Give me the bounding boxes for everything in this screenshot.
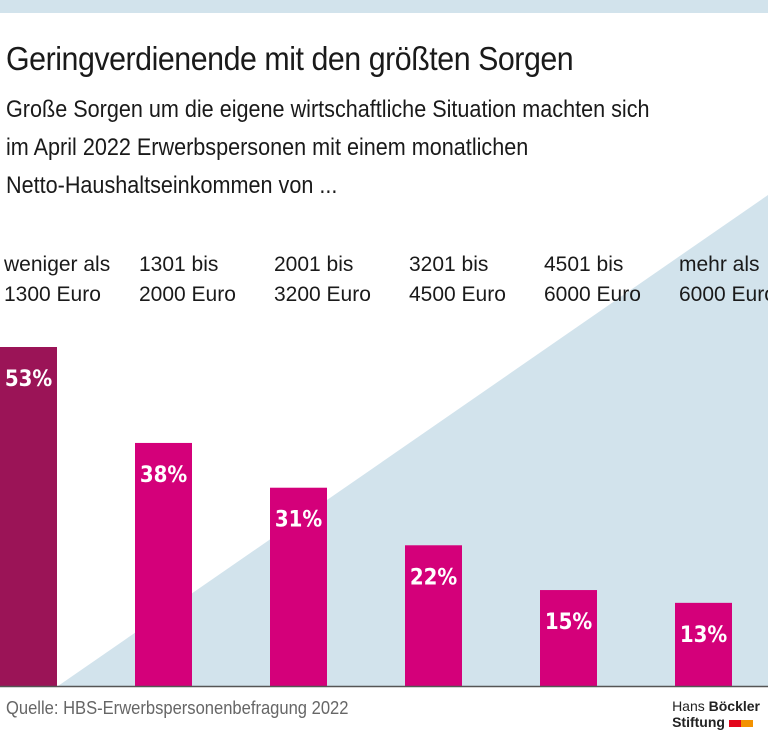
category-label-0-1: 1300 Euro bbox=[4, 283, 101, 306]
category-label-2-1: 3200 Euro bbox=[274, 283, 371, 306]
category-label-4-1: 6000 Euro bbox=[544, 283, 641, 306]
bar-2 bbox=[270, 487, 327, 686]
data-label-5: 13% bbox=[680, 623, 728, 648]
logo: Hans Böckler Stiftung bbox=[672, 698, 760, 730]
logo-red-mark bbox=[728, 719, 741, 727]
category-label-0-0: weniger als bbox=[3, 253, 110, 276]
source-note: Quelle: HBS-Erwerbspersonenbefragung 202… bbox=[6, 698, 349, 718]
background-triangle bbox=[58, 195, 768, 686]
subtitle-line-2: im April 2022 Erwerbspersonen mit einem … bbox=[6, 134, 529, 161]
category-label-5-0: mehr als bbox=[679, 253, 760, 276]
bar-1 bbox=[135, 442, 192, 686]
category-label-4-0: 4501 bis bbox=[544, 253, 623, 276]
category-label-1-1: 2000 Euro bbox=[139, 283, 236, 306]
data-label-3: 22% bbox=[410, 565, 458, 590]
data-label-1: 38% bbox=[140, 463, 188, 488]
subtitle-line-3: Netto-Haushaltseinkommen von ... bbox=[6, 172, 338, 199]
chart-title: Geringverdienende mit den größten Sorgen bbox=[6, 40, 574, 77]
logo-text-stiftung: Stiftung bbox=[672, 714, 725, 730]
bar-0 bbox=[0, 347, 57, 686]
bar-3 bbox=[405, 545, 462, 686]
category-label-5-1: 6000 Euro bbox=[679, 283, 768, 306]
category-label-3-1: 4500 Euro bbox=[409, 283, 506, 306]
logo-text-hans: Hans bbox=[672, 698, 705, 714]
data-label-0: 53% bbox=[5, 367, 53, 392]
category-label-3-0: 3201 bis bbox=[409, 253, 488, 276]
data-label-4: 15% bbox=[545, 610, 593, 635]
bar-5 bbox=[675, 602, 732, 686]
top-band bbox=[0, 0, 768, 13]
category-label-2-0: 2001 bis bbox=[274, 253, 353, 276]
category-label-1-0: 1301 bis bbox=[139, 253, 218, 276]
subtitle-line-1: Große Sorgen um die eigene wirtschaftlic… bbox=[6, 96, 650, 123]
bar-4 bbox=[540, 590, 597, 686]
logo-text-boeckler: Böckler bbox=[708, 698, 760, 714]
logo-orange-mark bbox=[740, 719, 753, 727]
data-label-2: 31% bbox=[275, 508, 323, 533]
